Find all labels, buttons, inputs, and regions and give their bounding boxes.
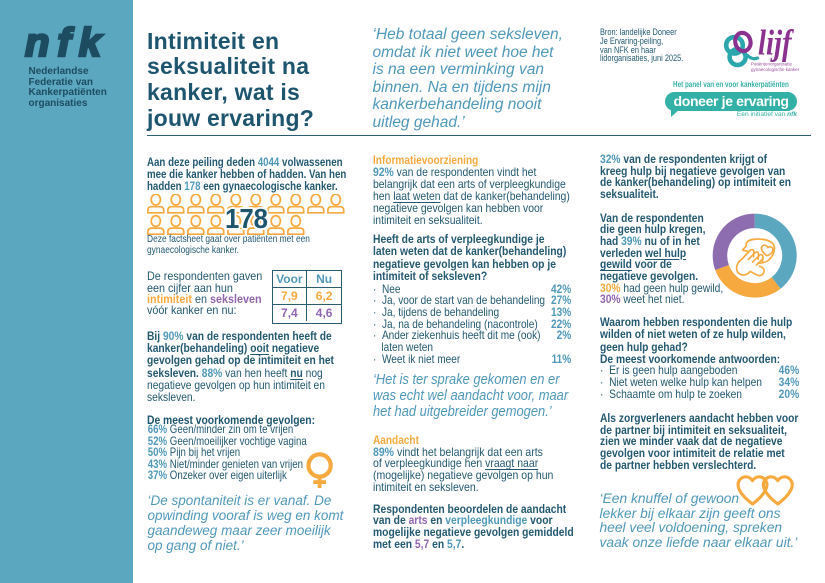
svg-text:gynaecologische kanker: gynaecologische kanker	[751, 67, 800, 72]
svg-text:lijf: lijf	[758, 24, 794, 64]
svg-text:Patiëntenorganisatie: Patiëntenorganisatie	[751, 62, 793, 67]
